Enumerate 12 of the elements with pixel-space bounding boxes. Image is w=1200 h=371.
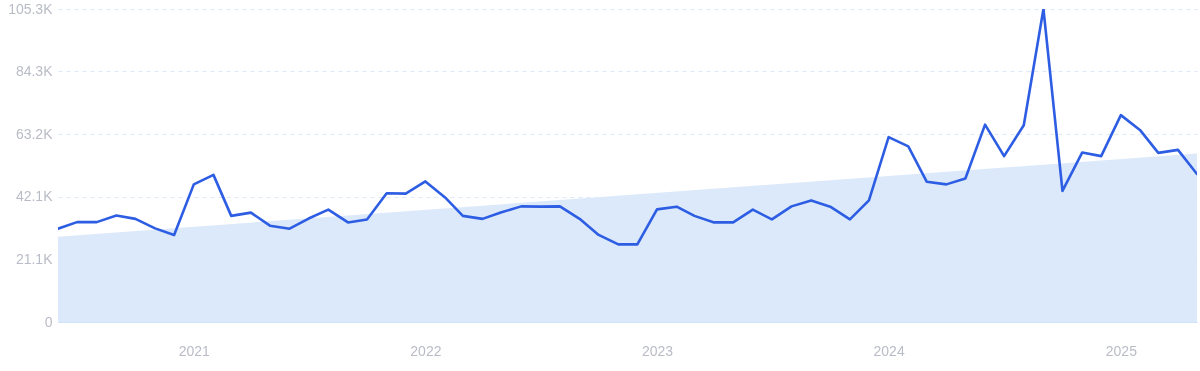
- y-tick-label: 84.3K: [15, 62, 54, 79]
- y-tick-label: 63.2K: [15, 125, 54, 142]
- y-tick-label: 42.1K: [15, 188, 54, 205]
- y-tick-label: 105.3K: [8, 0, 54, 17]
- x-tick-label: 2025: [1105, 342, 1138, 359]
- x-tick-label: 2023: [641, 342, 674, 359]
- y-tick-label: 21.1K: [15, 250, 54, 267]
- x-tick-label: 2021: [178, 342, 211, 359]
- y-tick-label: 0: [44, 313, 53, 330]
- line-series: [58, 9, 1197, 246]
- x-tick-label: 2024: [873, 342, 905, 359]
- x-tick-label: 2022: [410, 342, 442, 359]
